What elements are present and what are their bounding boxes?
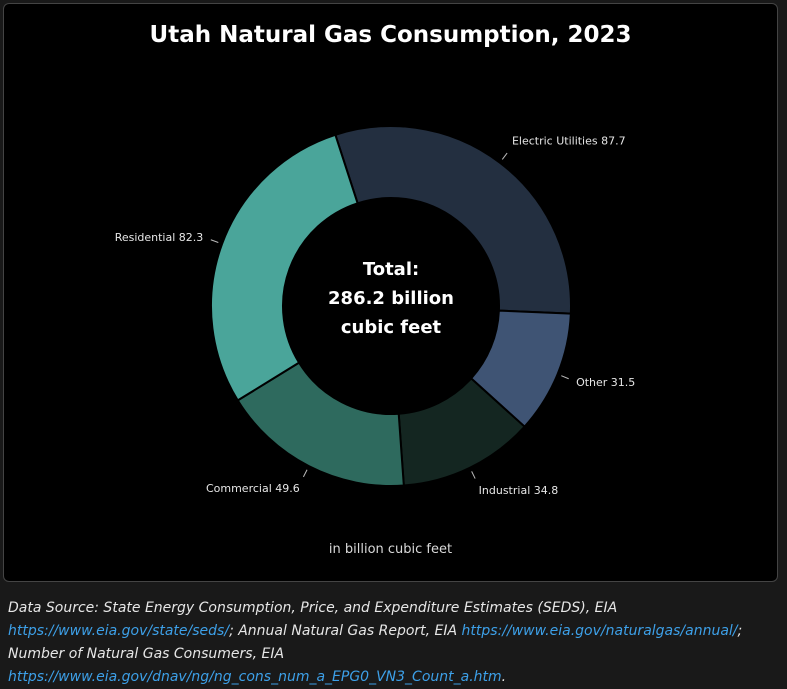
center-label-line-3: cubic feet (341, 317, 442, 338)
label-commercial: Commercial 49.6 (206, 482, 300, 495)
source-text-1: Data Source: State Energy Consumption, P… (8, 600, 618, 616)
source-text-3: ; (737, 623, 743, 639)
label-industrial: Industrial 34.8 (479, 484, 559, 497)
slice-residential[interactable] (210, 133, 359, 402)
leader-line-residential (210, 239, 219, 243)
chart-title: Utah Natural Gas Consumption, 2023 (149, 22, 632, 48)
label-electric-utilities: Electric Utilities 87.7 (512, 135, 626, 148)
seds-link[interactable]: https://www.eia.gov/state/seds/ (8, 623, 230, 639)
data-source-note: Data Source: State Energy Consumption, P… (8, 597, 780, 689)
naturalgas-annual-link[interactable]: https://www.eia.gov/naturalgas/annual/ (461, 623, 738, 639)
source-text-2: ; Annual Natural Gas Report, EIA (229, 623, 462, 639)
label-residential: Residential 82.3 (115, 231, 204, 244)
leader-line-industrial (471, 471, 476, 479)
unit-note: in billion cubic feet (328, 542, 453, 557)
leader-line-electric-utilities (501, 152, 508, 160)
consumers-link[interactable]: https://www.eia.gov/dnav/ng/ng_cons_num_… (8, 669, 502, 685)
source-text-5: . (501, 669, 507, 685)
chart-panel: Utah Natural Gas Consumption, 2023 Elect… (3, 3, 778, 582)
label-other: Other 31.5 (576, 376, 635, 389)
source-text-4: Number of Natural Gas Consumers, EIA (8, 646, 285, 662)
leader-line-other (561, 375, 569, 380)
center-label-line-1: Total: (363, 259, 419, 280)
center-label-line-2: 286.2 billion (328, 288, 454, 309)
donut-chart: Electric Utilities 87.7 Other 31.5 Industr… (115, 125, 635, 497)
leader-line-commercial (302, 469, 308, 478)
slice-electric-utilities[interactable] (334, 125, 572, 315)
